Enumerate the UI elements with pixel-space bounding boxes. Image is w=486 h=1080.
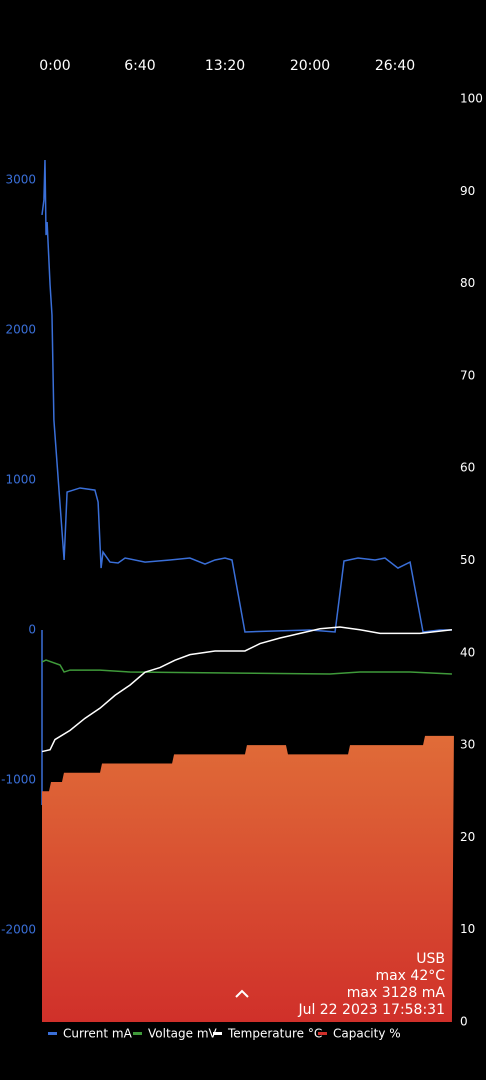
series-line	[41, 626, 453, 753]
y2-tick-label: 100	[460, 92, 483, 106]
y2-tick-label: 90	[460, 184, 475, 198]
y2-tick-label: 70	[460, 368, 475, 382]
x-tick-label: 0:00	[39, 58, 70, 74]
y2-tick-label: 80	[460, 276, 475, 290]
y2-tick-label: 0	[460, 1015, 468, 1029]
capacity-area	[42, 735, 454, 1022]
legend-swatch	[213, 1032, 222, 1035]
legend-swatch	[133, 1032, 142, 1035]
legend-label: Capacity %	[333, 1027, 401, 1041]
info-text: USB	[416, 951, 445, 967]
y-tick-label: 0	[28, 623, 36, 637]
y-tick-label: 3000	[5, 173, 36, 187]
info-text: max 3128 mA	[347, 985, 446, 1001]
legend-label: Current mA	[63, 1027, 133, 1041]
legend-label: Temperature °C	[227, 1027, 322, 1041]
y2-tick-label: 20	[460, 830, 475, 844]
x-tick-label: 20:00	[290, 58, 330, 74]
y2-tick-label: 60	[460, 461, 475, 475]
y-tick-label: 1000	[5, 473, 36, 487]
y-tick-label: 2000	[5, 323, 36, 337]
series-line	[41, 160, 452, 633]
legend-label: Voltage mV	[148, 1027, 218, 1041]
info-text: max 42°C	[375, 968, 445, 984]
x-tick-label: 26:40	[375, 58, 415, 74]
expand-caret[interactable]	[235, 989, 249, 998]
legend-swatch	[318, 1032, 327, 1035]
x-tick-label: 13:20	[205, 58, 245, 74]
series-line	[41, 659, 452, 675]
legend-swatch	[48, 1032, 57, 1035]
info-text: Jul 22 2023 17:58:31	[297, 1002, 445, 1018]
y-tick-label: -2000	[1, 923, 36, 937]
y-tick-label: -1000	[1, 773, 36, 787]
y2-tick-label: 10	[460, 922, 475, 936]
y2-tick-label: 50	[460, 553, 475, 567]
y2-tick-label: 40	[460, 645, 475, 659]
y2-tick-label: 30	[460, 738, 475, 752]
x-tick-label: 6:40	[124, 58, 155, 74]
